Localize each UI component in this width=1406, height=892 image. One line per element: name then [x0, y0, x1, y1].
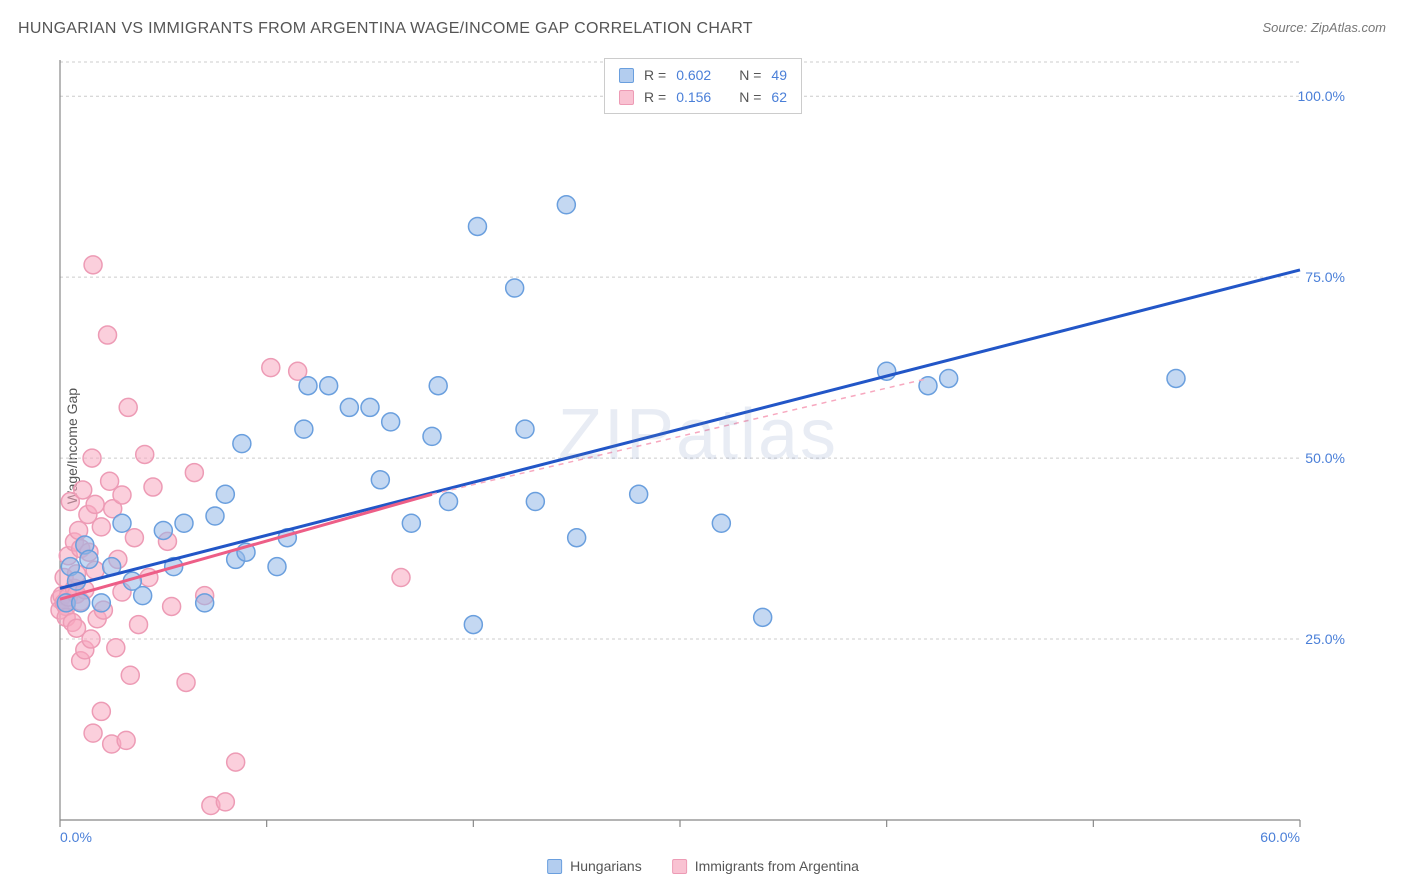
- legend-r-label: R =: [644, 86, 666, 108]
- series-label: Hungarians: [570, 858, 642, 874]
- trend-line-hungarians: [60, 270, 1300, 588]
- legend-n-value: 49: [771, 64, 787, 86]
- data-point: [84, 256, 102, 274]
- data-point: [206, 507, 224, 525]
- data-point: [119, 398, 137, 416]
- data-point: [940, 369, 958, 387]
- data-point: [144, 478, 162, 496]
- data-point: [86, 495, 104, 513]
- data-point: [464, 616, 482, 634]
- y-tick-label: 100.0%: [1298, 88, 1345, 104]
- data-point: [1167, 369, 1185, 387]
- legend-row-hungarians: R = 0.602 N = 49: [619, 64, 787, 86]
- legend-swatch-blue: [619, 68, 634, 83]
- data-point: [113, 486, 131, 504]
- data-point: [429, 377, 447, 395]
- data-point: [340, 398, 358, 416]
- legend-swatch-pink: [619, 90, 634, 105]
- data-point: [92, 594, 110, 612]
- legend-r-value: 0.156: [676, 86, 711, 108]
- data-point: [216, 793, 234, 811]
- data-point: [402, 514, 420, 532]
- data-point: [440, 493, 458, 511]
- x-tick-label: 0.0%: [60, 829, 92, 842]
- plot-area: ZIPatlas 25.0%50.0%75.0%100.0%0.0%60.0%: [50, 60, 1346, 842]
- data-point: [506, 279, 524, 297]
- data-point: [82, 630, 100, 648]
- source-attribution: Source: ZipAtlas.com: [1262, 20, 1386, 35]
- trend-line-argentina-extended: [432, 378, 928, 494]
- data-point: [74, 481, 92, 499]
- legend-row-argentina: R = 0.156 N = 62: [619, 86, 787, 108]
- data-point: [557, 196, 575, 214]
- data-point: [754, 608, 772, 626]
- data-point: [99, 326, 117, 344]
- data-point: [136, 445, 154, 463]
- y-tick-label: 25.0%: [1305, 631, 1345, 647]
- data-point: [113, 514, 131, 532]
- data-point: [268, 558, 286, 576]
- data-point: [295, 420, 313, 438]
- data-point: [117, 731, 135, 749]
- data-point: [154, 521, 172, 539]
- data-point: [233, 435, 251, 453]
- legend-r-value: 0.602: [676, 64, 711, 86]
- data-point: [423, 427, 441, 445]
- series-legend-item-hungarians: Hungarians: [547, 858, 642, 874]
- data-point: [216, 485, 234, 503]
- legend-n-value: 62: [771, 86, 787, 108]
- data-point: [83, 449, 101, 467]
- data-point: [107, 639, 125, 657]
- data-point: [177, 673, 195, 691]
- data-point: [121, 666, 139, 684]
- data-point: [84, 724, 102, 742]
- legend-n-label: N =: [739, 64, 761, 86]
- data-point: [80, 550, 98, 568]
- data-point: [361, 398, 379, 416]
- data-point: [320, 377, 338, 395]
- series-legend: Hungarians Immigrants from Argentina: [547, 858, 859, 874]
- data-point: [175, 514, 193, 532]
- legend-swatch-pink: [672, 859, 687, 874]
- chart-title: HUNGARIAN VS IMMIGRANTS FROM ARGENTINA W…: [18, 20, 753, 38]
- data-point: [468, 217, 486, 235]
- data-point: [130, 616, 148, 634]
- data-point: [134, 587, 152, 605]
- series-label: Immigrants from Argentina: [695, 858, 859, 874]
- data-point: [92, 702, 110, 720]
- legend-swatch-blue: [547, 859, 562, 874]
- data-point: [568, 529, 586, 547]
- data-point: [516, 420, 534, 438]
- data-point: [299, 377, 317, 395]
- y-tick-label: 75.0%: [1305, 269, 1345, 285]
- scatter-chart-svg: 25.0% 50.0% 75.0% 100.0% 0.0% 60.0%: [50, 60, 1346, 842]
- data-point: [382, 413, 400, 431]
- data-point: [371, 471, 389, 489]
- data-point: [125, 529, 143, 547]
- legend-r-label: R =: [644, 64, 666, 86]
- data-point: [163, 597, 181, 615]
- chart-container: HUNGARIAN VS IMMIGRANTS FROM ARGENTINA W…: [0, 0, 1406, 892]
- data-point: [196, 594, 214, 612]
- data-point: [227, 753, 245, 771]
- data-point: [185, 464, 203, 482]
- data-point: [392, 569, 410, 587]
- data-point: [630, 485, 648, 503]
- correlation-legend: R = 0.602 N = 49 R = 0.156 N = 62: [604, 58, 802, 114]
- data-point: [712, 514, 730, 532]
- legend-n-label: N =: [739, 86, 761, 108]
- series-legend-item-argentina: Immigrants from Argentina: [672, 858, 859, 874]
- x-tick-label: 60.0%: [1260, 829, 1300, 842]
- data-point: [92, 518, 110, 536]
- data-point: [526, 493, 544, 511]
- y-tick-label: 50.0%: [1305, 450, 1345, 466]
- data-point: [262, 359, 280, 377]
